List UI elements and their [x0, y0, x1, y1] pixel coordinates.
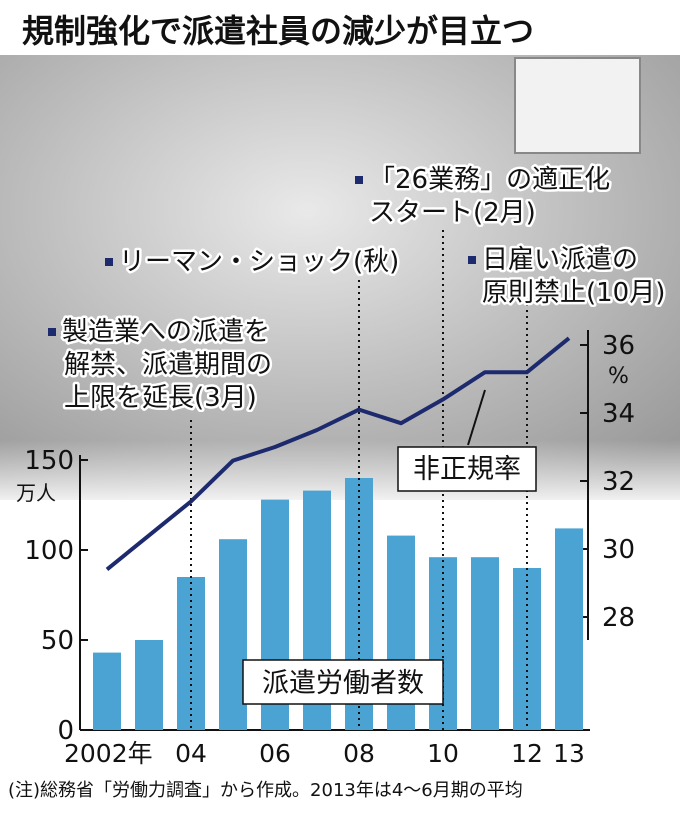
bar: [135, 640, 163, 730]
x-axis-tick-label: 08: [343, 739, 375, 768]
left-axis-tick-label: 50: [41, 626, 74, 656]
x-axis-tick-label: 12: [511, 739, 543, 768]
event-bullet: [355, 176, 363, 184]
event-bullet: [468, 256, 476, 264]
event-label-line: 原則禁止(10月): [482, 278, 665, 308]
source-note: (注)総務省「労働力調査」から作成。2013年は4〜6月期の平均: [8, 780, 523, 801]
x-axis-tick-label: 13: [553, 739, 585, 768]
event-label-line: 「26業務」の適正化: [369, 165, 610, 195]
left-axis-tick-label: 150: [24, 446, 74, 476]
event-label-line: 日雇い派遣の: [482, 245, 638, 275]
left-axis-tick-label: 100: [24, 536, 74, 566]
event-bullet: [105, 258, 113, 266]
event-label-line: 上限を延長(3月): [64, 383, 257, 413]
event-label-line: 製造業への派遣を: [62, 317, 270, 347]
bar: [471, 557, 499, 730]
x-axis-tick-label: 2002年: [64, 739, 153, 768]
bar: [555, 528, 583, 730]
right-axis-unit: %: [608, 364, 629, 389]
left-axis-unit: 万人: [16, 481, 56, 505]
right-axis-tick-label: 30: [602, 535, 635, 565]
x-axis-tick-label: 06: [259, 739, 291, 768]
right-axis-tick-label: 32: [602, 467, 635, 497]
bar: [177, 577, 205, 730]
x-axis-tick-label: 04: [175, 739, 207, 768]
x-axis-tick-label: 10: [427, 739, 459, 768]
bar: [93, 653, 121, 730]
right-axis-tick-label: 28: [602, 603, 635, 633]
line-series-label: 非正規率: [413, 454, 521, 485]
event-label-line: 解禁、派遣期間の: [64, 350, 272, 380]
bar-series-label: 派遣労働者数: [262, 668, 424, 699]
right-axis-tick-label: 34: [602, 399, 635, 429]
event-bullet: [48, 328, 56, 336]
event-label-line: スタート(2月): [369, 198, 536, 228]
chart-title: 規制強化で派遣社員の減少が目立つ: [22, 12, 534, 50]
event-label-line: リーマン・ショック(秋): [119, 247, 399, 277]
right-axis-tick-label: 36: [602, 331, 635, 361]
